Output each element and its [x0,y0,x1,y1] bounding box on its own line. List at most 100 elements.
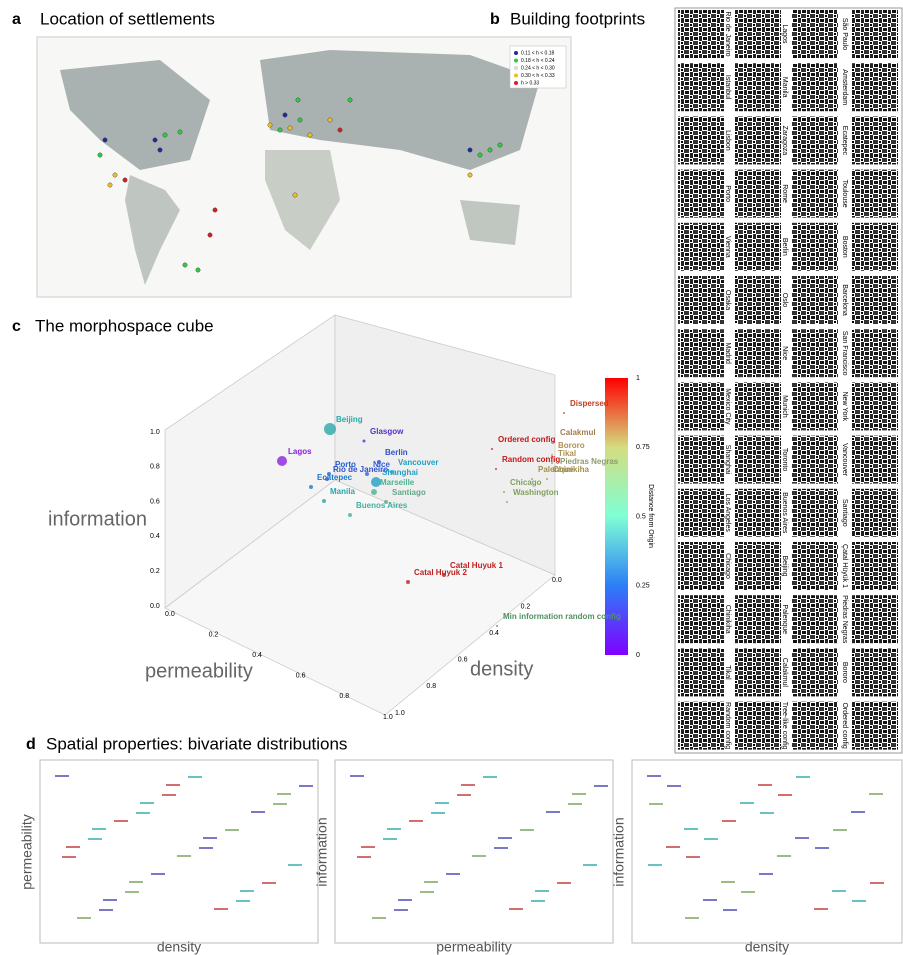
legend-swatch [514,66,518,70]
scatter-label-mark [741,891,755,893]
tick-label: 1.0 [150,429,160,436]
scatter-label-mark [795,837,809,839]
scatter-label-mark [520,829,534,831]
cube-point-label: Chicago [510,478,542,487]
legend-swatch [514,74,518,78]
footprint-tile [735,276,781,324]
footprint-name: Palenque [781,604,788,634]
scatter-label-mark [372,917,386,919]
footprint-tile [678,223,724,271]
footprint-tile [678,648,724,696]
footprint-name: Amsterdam [841,69,848,105]
map-point [98,153,102,157]
scatter-label-mark [88,838,102,840]
footprint-tile [792,329,838,377]
map-point [478,153,482,157]
scatter-label-mark [852,900,866,902]
cube-point-label: Lagos [288,447,312,456]
scatter-label-mark [722,820,736,822]
tick-label: 0.2 [521,603,531,610]
map-point [153,138,157,142]
cube-point-label: Glasgow [370,427,404,436]
footprint-name: Munich [781,395,788,418]
tick-label: 0.4 [252,652,262,659]
footprint-tile [678,329,724,377]
legend-label: 0.18 < h < 0.24 [521,58,555,64]
scatter-label-mark [62,856,76,858]
map-point [113,173,117,177]
footprint-tile [792,63,838,111]
scatter-label-mark [357,856,371,858]
scatter-label-mark [815,847,829,849]
scatter-label-mark [214,908,228,910]
scatter-label-mark [647,775,661,777]
footprint-tile [678,436,724,484]
cube-frame [165,315,555,715]
footprint-tile [852,702,898,750]
scatter-label-mark [140,802,154,804]
axis-label: information [611,817,627,886]
footprint-name: Lisbon [724,130,731,151]
footprint-name: Lagos [781,24,788,44]
scatter-label-mark [648,864,662,866]
footprint-name: Rio de Janeiro [724,11,731,56]
map-point [163,133,167,137]
colorbar-tick: 0.75 [636,444,650,451]
map-point [308,133,312,137]
tick-label: 0.0 [552,577,562,584]
cube-point [495,468,497,470]
cube-point [491,448,493,450]
legend-swatch [514,51,518,55]
panel-title: The morphospace cube [35,316,214,335]
cube-point [363,440,366,443]
footprint-tile [792,542,838,590]
footprint-tile [852,542,898,590]
tick-label: 0.0 [150,603,160,610]
scatter-label-mark [383,838,397,840]
map-point [328,118,332,122]
footprint-name: Shanghai [724,445,731,475]
footprint-tile [852,170,898,218]
footprint-tile [852,489,898,537]
footprint-tile [852,116,898,164]
footprint-name: Chinikiha [724,605,731,634]
scatter-label-mark [483,776,497,778]
scatter-label-mark [461,784,475,786]
footprint-tile [678,10,724,58]
scatter-label-mark [77,917,91,919]
footprint-name: Toronto [781,448,788,471]
footprint-tile [735,648,781,696]
scatter-label-mark [594,785,608,787]
scatter-label-mark [129,881,143,883]
scatter-label-mark [162,794,176,796]
footprint-name: Istanbul [724,75,731,100]
scatter-label-mark [498,837,512,839]
panel-letter: c [12,318,21,335]
footprint-tile [735,489,781,537]
cube-point [506,501,508,503]
cube-point-label: Calakmul [560,428,596,437]
footprint-name: Vienna [724,236,731,258]
legend-label: 0.11 < h < 0.18 [521,50,554,56]
footprint-name: Boston [841,236,848,258]
footprint-tile [678,595,724,643]
footprint-tile [735,436,781,484]
cube-point [546,478,548,480]
footprint-name: Toulouse [841,180,848,208]
scatter-label-mark [424,881,438,883]
footprint-name: Çatal Hüyük 1 [841,544,848,588]
scatter-label-mark [199,847,213,849]
cube-point-label: Marseille [380,478,415,487]
scatter-label-mark [758,784,772,786]
footprint-tile [735,382,781,430]
legend-swatch [514,81,518,85]
colorbar-tick: 0 [636,652,640,659]
footprint-name: Ecatepec [841,126,848,156]
scatter-label-mark [704,838,718,840]
cube-point-label: Vancouver [398,458,438,467]
tick-label: 0.6 [458,657,468,664]
scatter-label-mark [572,793,586,795]
cube-point-label: Ordered config [498,435,555,444]
footprint-tile [792,10,838,58]
scatter-label-mark [236,900,250,902]
